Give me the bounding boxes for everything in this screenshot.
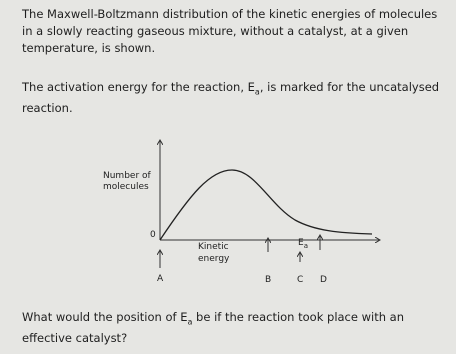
subscript: a	[304, 242, 308, 250]
y-label: molecules	[103, 182, 149, 192]
ea-label: Ea	[298, 238, 308, 250]
option-label: A	[157, 274, 164, 284]
origin-label: 0	[150, 230, 156, 240]
question-text: What would the position of Ea be if the …	[22, 309, 450, 347]
text: , is marked for the uncatalysed reaction…	[22, 80, 440, 116]
option-label: C	[297, 275, 303, 285]
option-label: B	[265, 275, 271, 285]
subscript: a	[254, 87, 260, 97]
x-label: energy	[198, 254, 230, 264]
text: be if the reaction took place with an ef…	[22, 310, 405, 346]
activation-text: The activation energy for the reaction, …	[22, 79, 450, 117]
text: E	[298, 238, 304, 248]
y-label: Number of	[103, 171, 152, 181]
option-label: D	[320, 275, 327, 285]
subscript: a	[187, 317, 193, 327]
distribution-curve	[159, 169, 373, 241]
intro-text: The Maxwell-Boltzmann distribution of th…	[22, 7, 438, 55]
text: What would the position of E	[22, 310, 188, 324]
x-label: Kinetic	[198, 242, 229, 252]
text: The activation energy for the reaction, …	[22, 80, 255, 94]
